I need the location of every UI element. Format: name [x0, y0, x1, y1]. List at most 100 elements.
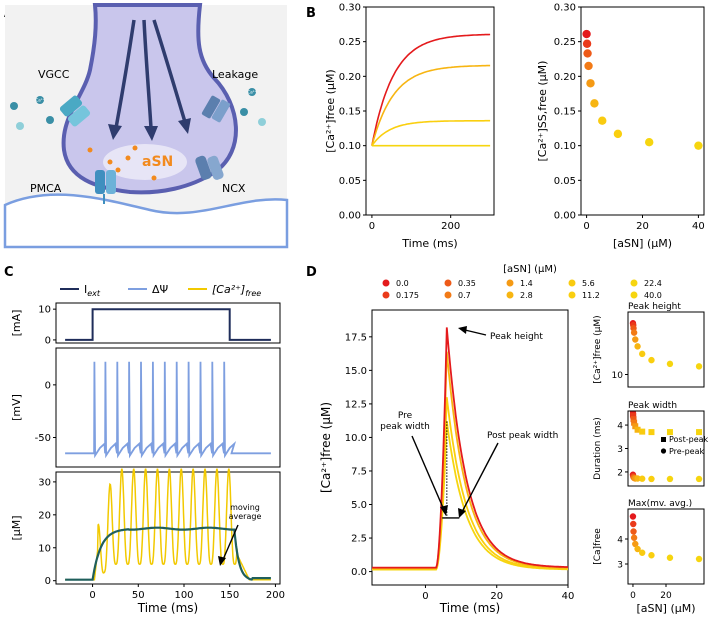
y-tick-label: 3 [617, 445, 623, 455]
series-line [371, 119, 491, 147]
x-tick-label: 40 [562, 591, 575, 602]
data-point [598, 116, 607, 125]
pre-peak-point [695, 475, 703, 483]
data-point [630, 534, 638, 541]
axes-frame [365, 6, 495, 216]
pre-peak-point [639, 475, 646, 482]
pre-peak-width-annotation: Pre peak width [380, 411, 430, 432]
legend-label: 22.4 [644, 279, 662, 288]
peak-height-arrowhead [458, 326, 467, 334]
legend-label: 1.4 [520, 279, 533, 288]
legend-marker [568, 291, 576, 299]
y-tick-label: 4 [617, 422, 623, 432]
legend-marker [382, 279, 390, 287]
data-point [694, 141, 703, 150]
y-axis-label: [Ca²⁺]free (μM) [324, 69, 337, 152]
legend-marker [630, 291, 638, 299]
y-tick-label: 0.30 [339, 3, 361, 14]
membrane-potential-line [65, 361, 271, 459]
data-point [648, 552, 655, 559]
panel-d-legend: [aSN] (μM) 0.0 0.175 0.35 0.7 1.4 2.8 5.6 11.2 22… [382, 264, 662, 300]
y-tick-label: 10 [612, 371, 624, 381]
legend-label: 0.175 [396, 291, 419, 300]
x-tick-label: 200 [441, 221, 460, 232]
axes-frame [580, 6, 705, 216]
chart-b-timecourse: 0.00 0.05 0.10 0.15 0.20 0.25 0.30 0 200 [Ca²⁺]fr… [324, 3, 495, 250]
data-point [634, 343, 641, 350]
calcium-ions: Ca²⁺ Ca²⁺ [10, 88, 266, 130]
x-tick-label: 0 [89, 590, 95, 601]
legend-label: Post-peak [669, 435, 709, 444]
x-tick-label: 20 [660, 591, 672, 601]
y-tick-label: 5.0 [351, 500, 367, 511]
pre-peak-point [634, 475, 641, 482]
annotation-line: moving [230, 503, 260, 512]
y-tick-label: 0.20 [339, 72, 361, 83]
y-tick-label: 0 [45, 576, 51, 587]
calcium-ion-label: Ca²⁺ [36, 98, 45, 103]
y-tick-label: 3 [617, 561, 623, 571]
annotation-line: peak width [380, 422, 430, 432]
ncx-label: NCX [222, 182, 246, 195]
data-point [582, 29, 591, 39]
data-point [582, 39, 592, 48]
y-axis-label: [mA] [10, 310, 23, 337]
x-axis-label: Time (ms) [439, 601, 501, 615]
legend-title: [aSN] (μM) [503, 264, 557, 275]
legend-label: 11.2 [582, 291, 600, 300]
data-point [695, 363, 703, 370]
y-tick-label: 7.5 [351, 466, 367, 477]
pre-peak-arrow [411, 435, 445, 511]
flow-arrow-left [114, 19, 136, 129]
y-tick-label: 12.5 [345, 399, 367, 410]
legend-marker [630, 279, 638, 287]
legend-marker [444, 291, 452, 299]
legend-marker-square [661, 437, 666, 442]
chart-d-transients: 0.0 2.5 5.0 7.5 10.0 12.5 15.0 17.5 0 20 40 [Ca²⁺]f… [319, 309, 575, 615]
subplot-title: Peak height [628, 302, 681, 312]
y-tick-label: 0.00 [339, 211, 361, 222]
legend-iext: Iext [84, 283, 101, 298]
data-point [648, 356, 655, 364]
moving-average-annotation: moving average [229, 503, 262, 521]
data-point [666, 360, 674, 368]
moving-average-line [65, 526, 271, 581]
data-point [639, 549, 646, 556]
x-axis-label: [aSN] (μM) [613, 237, 672, 250]
legend-ca: [Ca²⁺]free [212, 283, 261, 298]
panel-label-d: D [306, 265, 317, 280]
x-tick-label: 20 [490, 591, 503, 602]
axes-frame [55, 471, 281, 585]
peak-height-arrow [464, 329, 487, 336]
post-peak-width-annotation: Post peak width [487, 431, 558, 441]
axes-frame [627, 311, 705, 388]
series-line [372, 327, 569, 569]
series-line [371, 64, 491, 146]
annotation-arrowhead [218, 556, 226, 566]
post-peak-arrow [461, 442, 499, 513]
axes-frame [371, 309, 569, 586]
legend-label: 5.6 [582, 279, 595, 288]
postsynaptic-membrane [3, 193, 289, 249]
pmca-label: PMCA [30, 182, 62, 195]
y-tick-label: 10.0 [345, 433, 367, 444]
current-pulse-line [65, 308, 271, 341]
data-point [586, 79, 595, 88]
chart-d-peak-width: Peak width 2 3 4 Duration (ms) Post-peak Pre-p… [593, 401, 709, 487]
y-tick-label: 0.30 [554, 3, 576, 14]
x-tick-label: 0 [369, 221, 375, 232]
x-tick-label: 100 [174, 590, 193, 601]
legend-label: 0.7 [458, 291, 471, 300]
chart-b-steady-state: 0.00 0.05 0.10 0.15 0.20 0.25 0.30 0 20 40 [Ca²⁺]S… [536, 3, 705, 251]
pre-peak-point [666, 475, 674, 483]
data-point [590, 99, 599, 108]
legend-marker [506, 279, 514, 287]
x-tick-label: 0 [422, 591, 428, 602]
y-tick-label: 10 [38, 305, 51, 316]
y-axis-label: [mV] [10, 394, 23, 421]
ncx-exchanger-icon [195, 155, 224, 180]
series-line [372, 351, 568, 570]
vgcc-label: VGCC [38, 68, 70, 81]
pre-peak-point [648, 475, 655, 483]
